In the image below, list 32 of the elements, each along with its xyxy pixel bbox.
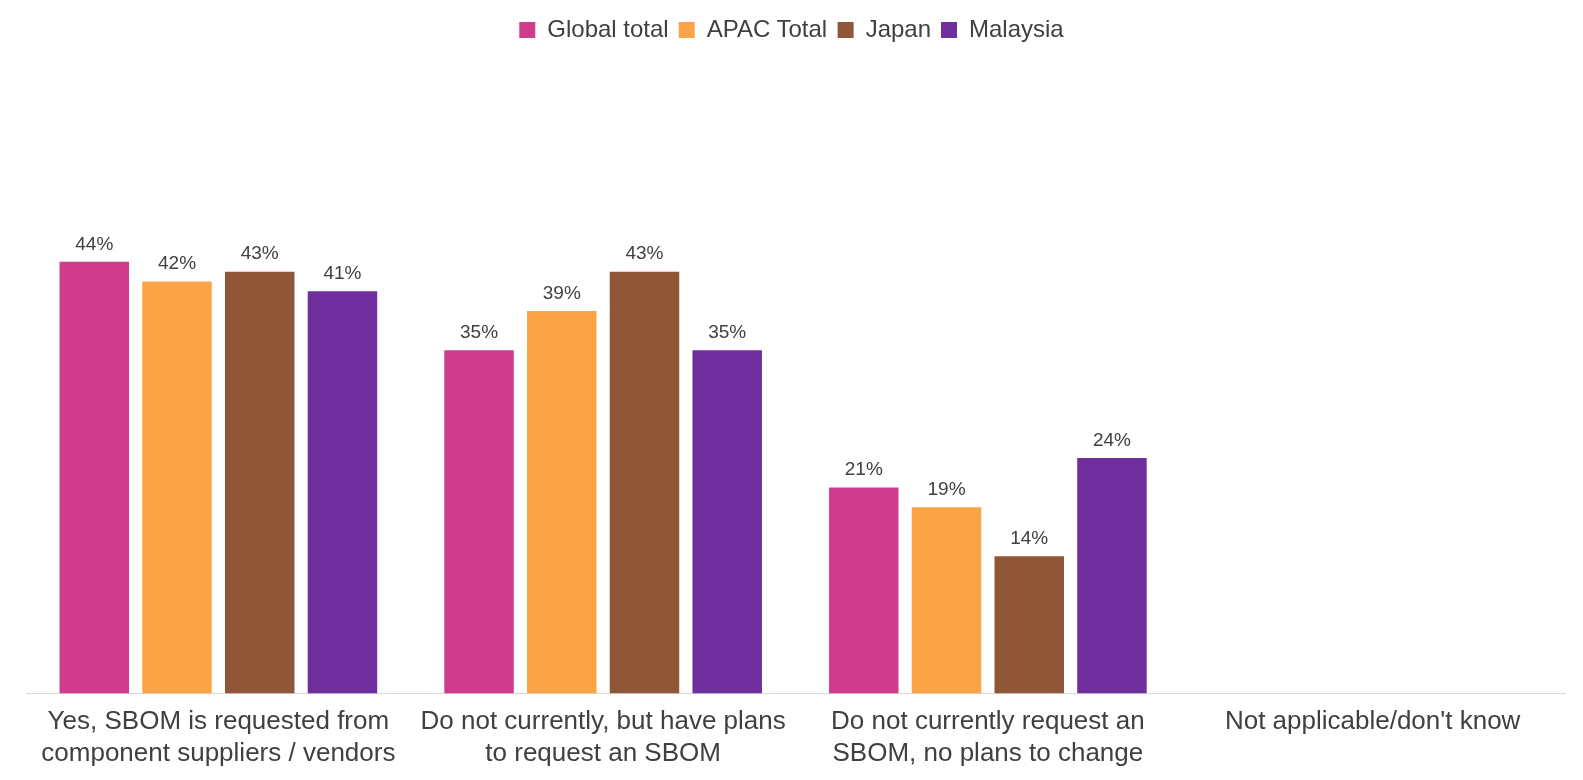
legend-label: Global total bbox=[547, 14, 669, 42]
bar bbox=[994, 556, 1064, 694]
legend-label: Japan bbox=[865, 14, 932, 42]
legend-label: APAC Total bbox=[706, 14, 828, 42]
data-label: 43% bbox=[625, 242, 664, 264]
bar bbox=[692, 350, 762, 694]
data-label: 35% bbox=[460, 320, 499, 342]
data-label: 44% bbox=[75, 232, 114, 254]
bar bbox=[59, 261, 130, 694]
data-label: 43% bbox=[240, 242, 279, 264]
data-label: 24% bbox=[1092, 428, 1132, 450]
data-label: 42% bbox=[158, 252, 197, 274]
x-tick-label: Yes, SBOM is requested from component suppliers / vendors bbox=[41, 705, 396, 767]
bar bbox=[527, 310, 597, 694]
x-tick-label: Do not currently request an SBOM, no plans to change bbox=[831, 705, 1145, 767]
bar bbox=[142, 281, 212, 694]
bar bbox=[444, 350, 514, 694]
bar bbox=[1077, 458, 1147, 694]
data-label: 21% bbox=[844, 458, 883, 480]
bar bbox=[829, 487, 899, 694]
bar bbox=[911, 507, 982, 694]
x-tick-label: Do not currently, but have plans to request an SBOM bbox=[420, 705, 786, 767]
bar bbox=[307, 291, 378, 694]
bar bbox=[224, 271, 295, 694]
data-label: 35% bbox=[708, 320, 747, 342]
x-tick-label: Not applicable/don't know bbox=[1224, 705, 1521, 736]
bar bbox=[609, 271, 680, 694]
data-label: 41% bbox=[323, 261, 362, 283]
data-label: 19% bbox=[927, 477, 966, 499]
data-label: 39% bbox=[542, 281, 581, 303]
legend-label: Malaysia bbox=[969, 14, 1065, 42]
data-label: 14% bbox=[1010, 526, 1049, 548]
